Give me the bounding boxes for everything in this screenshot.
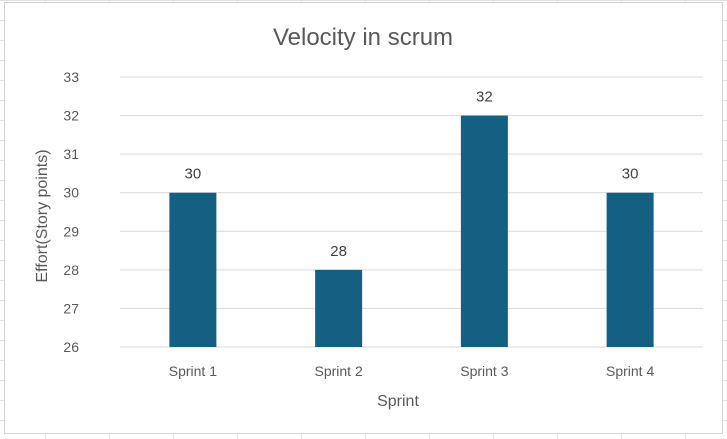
bar-sprint-3[interactable] — [460, 115, 508, 347]
y-tick-label: 28 — [63, 262, 79, 278]
chart-title: Velocity in scrum — [273, 24, 453, 51]
y-tick-label: 32 — [63, 108, 79, 124]
x-axis-tick-labels: Sprint 1 Sprint 2 Sprint 3 Sprint 4 — [169, 363, 655, 379]
y-axis-title: Effort(Story points) — [34, 149, 51, 282]
bar-sprint-4[interactable] — [606, 192, 654, 347]
data-label: 32 — [476, 89, 493, 106]
x-tick-label: Sprint 3 — [460, 363, 508, 379]
y-axis-tick-labels: 26 27 28 29 30 31 32 33 — [63, 69, 79, 355]
bar-sprint-1[interactable] — [169, 192, 217, 347]
x-tick-label: Sprint 2 — [315, 363, 363, 379]
chart-area[interactable] — [4, 2, 723, 434]
y-tick-label: 31 — [63, 146, 79, 162]
x-tick-label: Sprint 1 — [169, 363, 217, 379]
y-tick-label: 33 — [63, 69, 79, 85]
data-labels: 30 28 32 30 — [185, 89, 639, 260]
y-tick-label: 30 — [63, 185, 79, 201]
x-tick-label: Sprint 4 — [606, 363, 654, 379]
gridlines — [120, 76, 703, 348]
bar-sprint-2[interactable] — [315, 269, 363, 347]
data-label: 30 — [622, 166, 639, 183]
y-tick-label: 27 — [63, 300, 79, 316]
x-axis-title: Sprint — [377, 393, 419, 410]
data-label: 28 — [330, 243, 347, 260]
y-tick-label: 26 — [63, 339, 79, 355]
y-tick-label: 29 — [63, 223, 79, 239]
data-label: 30 — [185, 166, 202, 183]
bars — [169, 115, 654, 347]
